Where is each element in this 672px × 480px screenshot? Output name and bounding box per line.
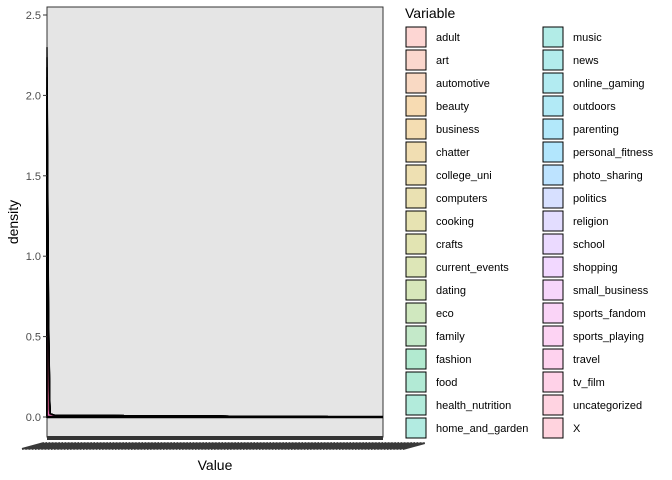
legend-label-home_and_garden: home_and_garden bbox=[436, 423, 528, 435]
legend-label-business: business bbox=[436, 124, 480, 136]
legend-key-home_and_garden bbox=[405, 417, 427, 439]
legend-label-chatter: chatter bbox=[436, 147, 470, 159]
x-axis bbox=[21, 442, 426, 450]
legend-label-beauty: beauty bbox=[436, 101, 470, 113]
legend-key-eco bbox=[405, 302, 427, 324]
legend-key-fashion bbox=[405, 348, 427, 370]
legend-key-music bbox=[542, 26, 564, 48]
legend-key-shopping bbox=[542, 256, 564, 278]
y-tick-label: 0.0 bbox=[26, 412, 41, 424]
legend-key-adult bbox=[405, 26, 427, 48]
legend-label-small_business: small_business bbox=[573, 285, 649, 297]
y-tick-label: 0.5 bbox=[26, 332, 41, 344]
legend-label-online_gaming: online_gaming bbox=[573, 78, 645, 90]
legend-key-cooking bbox=[405, 210, 427, 232]
legend-label-adult: adult bbox=[436, 32, 460, 44]
legend-key-beauty bbox=[405, 95, 427, 117]
legend-key-automotive bbox=[405, 72, 427, 94]
legend-label-current_events: current_events bbox=[436, 262, 509, 274]
legend-key-business bbox=[405, 118, 427, 140]
legend-label-uncategorized: uncategorized bbox=[573, 400, 642, 412]
y-tick-label: 1.0 bbox=[26, 251, 41, 263]
legend-key-politics bbox=[542, 187, 564, 209]
legend-label-sports_fandom: sports_fandom bbox=[573, 308, 646, 320]
legend-key-computers bbox=[405, 187, 427, 209]
plot-panel bbox=[46, 6, 384, 440]
legend-label-food: food bbox=[436, 377, 457, 389]
legend-label-news: news bbox=[573, 55, 599, 67]
legend-label-health_nutrition: health_nutrition bbox=[436, 400, 511, 412]
legend-label-shopping: shopping bbox=[573, 262, 618, 274]
legend-key-chatter bbox=[405, 141, 427, 163]
legend-label-politics: politics bbox=[573, 193, 607, 205]
panel-background bbox=[46, 6, 384, 438]
legend-label-dating: dating bbox=[436, 285, 466, 297]
density-curves bbox=[46, 47, 384, 419]
legend-key-dating bbox=[405, 279, 427, 301]
legend-key-X bbox=[542, 417, 564, 439]
legend-key-outdoors bbox=[542, 95, 564, 117]
x-tick-mark bbox=[402, 442, 426, 450]
y-axis-title: density bbox=[5, 200, 21, 244]
legend-title: Variable bbox=[405, 5, 456, 21]
legend-label-music: music bbox=[573, 32, 602, 44]
legend-key-online_gaming bbox=[542, 72, 564, 94]
legend-key-college_uni bbox=[405, 164, 427, 186]
legend-key-small_business bbox=[542, 279, 564, 301]
legend-label-X: X bbox=[573, 423, 581, 435]
y-tick-label: 2.5 bbox=[26, 10, 41, 22]
legend-key-sports_fandom bbox=[542, 302, 564, 324]
legend-key-photo_sharing bbox=[542, 164, 564, 186]
legend-label-religion: religion bbox=[573, 216, 608, 228]
y-axis: 0.0 0.5 1.0 1.5 2.0 2.5 bbox=[26, 10, 47, 424]
legend-label-personal_fitness: personal_fitness bbox=[573, 147, 654, 159]
legend-label-family: family bbox=[436, 331, 465, 343]
legend-label-photo_sharing: photo_sharing bbox=[573, 170, 643, 182]
legend-key-school bbox=[542, 233, 564, 255]
legend-key-art bbox=[405, 49, 427, 71]
legend-label-sports_playing: sports_playing bbox=[573, 331, 644, 343]
legend-label-outdoors: outdoors bbox=[573, 101, 616, 113]
legend-label-school: school bbox=[573, 239, 605, 251]
legend-key-news bbox=[542, 49, 564, 71]
legend-key-food bbox=[405, 371, 427, 393]
y-tick-label: 1.5 bbox=[26, 171, 41, 183]
legend-label-art: art bbox=[436, 55, 449, 67]
legend: Variable adult art automotive beauty busines… bbox=[405, 5, 654, 439]
legend-key-current_events bbox=[405, 256, 427, 278]
legend-key-parenting bbox=[542, 118, 564, 140]
legend-label-fashion: fashion bbox=[436, 354, 471, 366]
legend-key-travel bbox=[542, 348, 564, 370]
legend-label-crafts: crafts bbox=[436, 239, 463, 251]
legend-label-cooking: cooking bbox=[436, 216, 474, 228]
legend-key-uncategorized bbox=[542, 394, 564, 416]
rug-band bbox=[47, 436, 383, 440]
legend-label-eco: eco bbox=[436, 308, 454, 320]
legend-label-travel: travel bbox=[573, 354, 600, 366]
legend-label-computers: computers bbox=[436, 193, 488, 205]
legend-label-automotive: automotive bbox=[436, 78, 490, 90]
legend-key-personal_fitness bbox=[542, 141, 564, 163]
legend-label-tv_film: tv_film bbox=[573, 377, 605, 389]
legend-key-crafts bbox=[405, 233, 427, 255]
legend-label-parenting: parenting bbox=[573, 124, 619, 136]
legend-key-family bbox=[405, 325, 427, 347]
legend-key-tv_film bbox=[542, 371, 564, 393]
y-tick-label: 2.0 bbox=[26, 90, 41, 102]
legend-key-religion bbox=[542, 210, 564, 232]
x-axis-title: Value bbox=[198, 457, 233, 473]
legend-key-sports_playing bbox=[542, 325, 564, 347]
legend-label-college_uni: college_uni bbox=[436, 170, 492, 182]
x-tick-labels-overlapping bbox=[21, 442, 426, 450]
legend-key-health_nutrition bbox=[405, 394, 427, 416]
